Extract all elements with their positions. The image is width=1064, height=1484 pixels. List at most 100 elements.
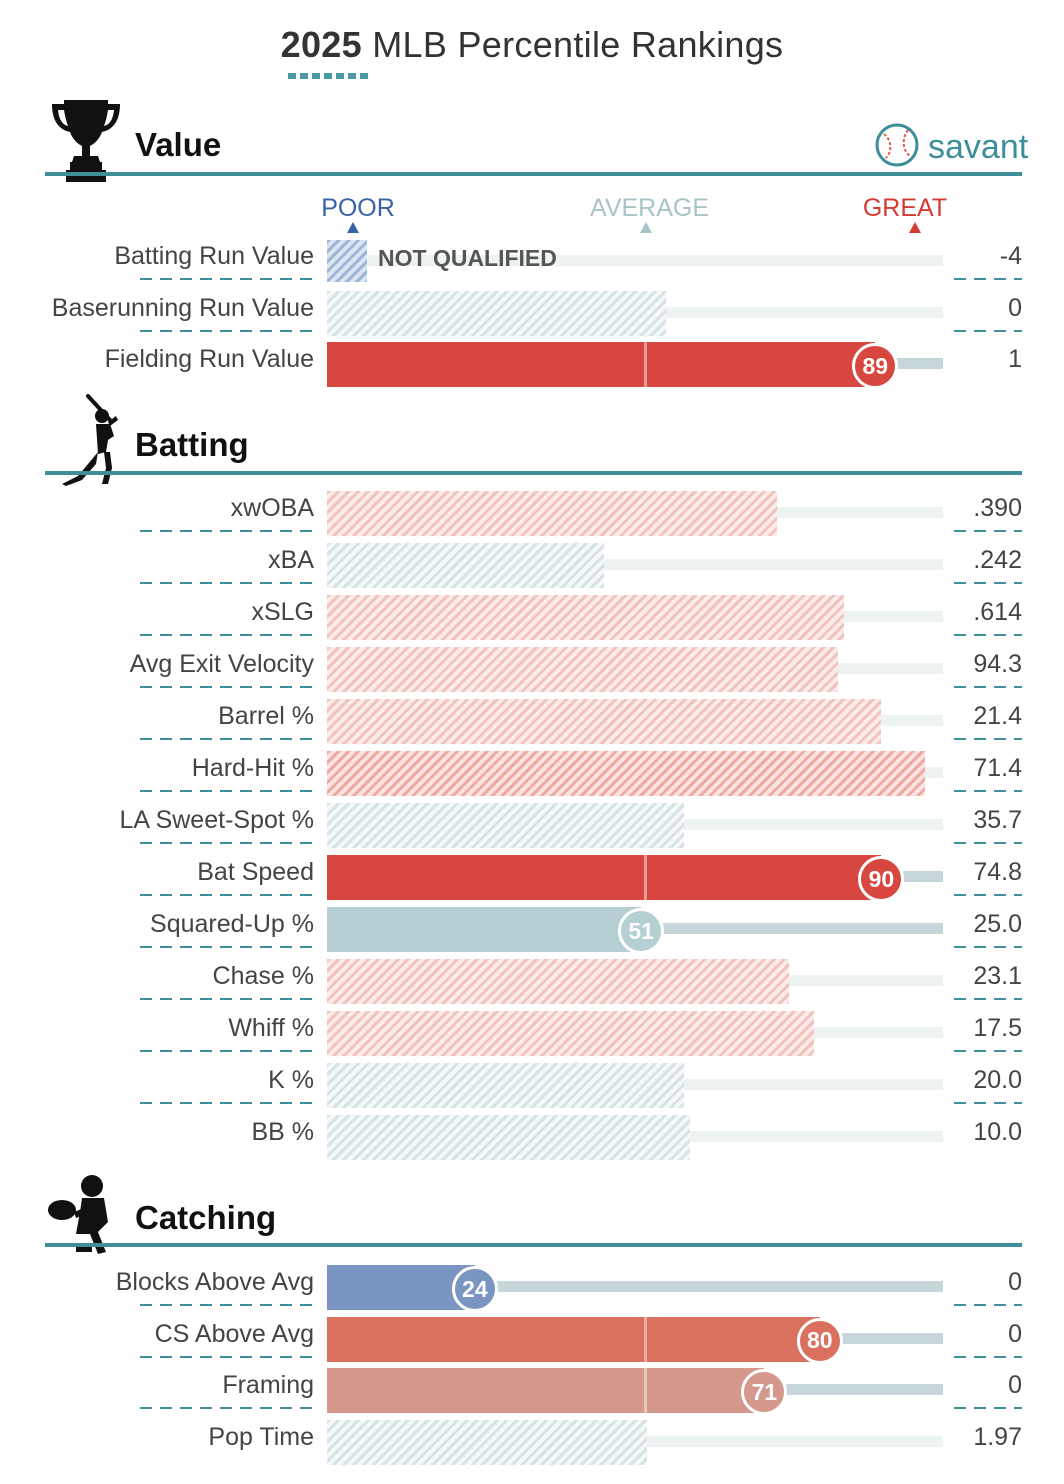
percentile-row[interactable]: Pop Time 1.97 bbox=[0, 1419, 1064, 1473]
percentile-row[interactable]: Squared-Up % 51 25.0 bbox=[0, 907, 1064, 960]
label-divider bbox=[140, 582, 316, 584]
metric-value: 1.97 bbox=[973, 1422, 1022, 1451]
percentile-bubble[interactable]: 24 bbox=[451, 1266, 498, 1312]
savant-logo[interactable]: savant bbox=[874, 122, 1028, 172]
percentile-bar bbox=[327, 751, 925, 796]
percentile-track bbox=[327, 255, 943, 266]
value-divider bbox=[954, 278, 1022, 280]
scale-poor-arrow bbox=[347, 222, 359, 233]
percentile-bar bbox=[327, 907, 642, 952]
percentile-row[interactable]: Bat Speed 90 74.8 bbox=[0, 855, 1064, 908]
section-title-catching: Catching bbox=[135, 1199, 277, 1236]
metric-value: 1 bbox=[1008, 345, 1022, 373]
percentile-bar bbox=[327, 699, 882, 744]
percentile-row[interactable]: LA Sweet-Spot % 35.7 bbox=[0, 803, 1064, 856]
metric-label: LA Sweet-Spot % bbox=[119, 806, 314, 834]
title-underline bbox=[288, 73, 370, 79]
metric-label: Avg Exit Velocity bbox=[129, 650, 314, 678]
metric-label: Batting Run Value bbox=[114, 242, 314, 270]
percentile-bar bbox=[327, 803, 685, 848]
percentile-bubble[interactable]: 90 bbox=[858, 856, 905, 902]
value-divider bbox=[954, 686, 1022, 688]
metric-value: 17.5 bbox=[973, 1014, 1022, 1042]
metric-label: Baserunning Run Value bbox=[51, 293, 314, 322]
percentile-row[interactable]: xwOBA .390 bbox=[0, 491, 1064, 544]
label-divider bbox=[140, 1407, 316, 1409]
section-title-value: Value bbox=[135, 126, 222, 163]
value-divider bbox=[954, 1304, 1022, 1306]
value-divider bbox=[954, 1407, 1022, 1409]
percentile-bubble[interactable]: 51 bbox=[618, 908, 665, 954]
percentile-row[interactable]: BB % 10.0 bbox=[0, 1115, 1064, 1168]
metric-value: 0 bbox=[1008, 1268, 1022, 1296]
percentile-row[interactable]: Blocks Above Avg 24 0 bbox=[0, 1265, 1064, 1318]
metric-label: Pop Time bbox=[208, 1422, 314, 1451]
percentile-row[interactable]: Batting Run Value NOT QUALIFIED -4 bbox=[0, 240, 1064, 292]
section-title-batting: Batting bbox=[135, 426, 249, 463]
metric-value: .614 bbox=[973, 598, 1022, 626]
percentile-bubble[interactable]: 80 bbox=[796, 1317, 843, 1364]
percentile-row[interactable]: Barrel % 21.4 bbox=[0, 699, 1064, 752]
section-rule bbox=[45, 1243, 1022, 1247]
label-divider bbox=[140, 329, 316, 332]
metric-value: 71.4 bbox=[973, 754, 1022, 782]
value-divider bbox=[954, 530, 1022, 532]
percentile-bar bbox=[327, 1011, 814, 1056]
label-divider bbox=[140, 1355, 316, 1358]
value-divider bbox=[954, 1102, 1022, 1104]
percentile-bar bbox=[327, 491, 777, 536]
page-title: 2025 MLB Percentile Rankings bbox=[0, 24, 1064, 66]
label-divider bbox=[140, 894, 316, 896]
percentile-row[interactable]: xBA .242 bbox=[0, 543, 1064, 596]
percentile-row[interactable]: CS Above Avg 80 0 bbox=[0, 1316, 1064, 1370]
label-divider bbox=[140, 1102, 316, 1104]
value-divider bbox=[954, 998, 1022, 1000]
average-marker bbox=[644, 342, 647, 387]
label-divider bbox=[140, 634, 316, 636]
average-marker bbox=[644, 855, 647, 900]
scale-average-label: AVERAGE bbox=[590, 194, 710, 222]
percentile-row[interactable]: xSLG .614 bbox=[0, 595, 1064, 648]
label-divider bbox=[140, 946, 316, 948]
metric-value: .390 bbox=[973, 494, 1022, 522]
percentile-row[interactable]: Chase % 23.1 bbox=[0, 959, 1064, 1012]
percentile-row[interactable]: K % 20.0 bbox=[0, 1063, 1064, 1116]
batter-icon bbox=[58, 394, 128, 491]
percentile-row[interactable]: Whiff % 17.5 bbox=[0, 1011, 1064, 1064]
percentile-bar bbox=[327, 959, 789, 1004]
percentile-bar bbox=[327, 290, 666, 336]
percentile-bubble[interactable]: 89 bbox=[852, 343, 899, 389]
label-divider bbox=[140, 278, 316, 280]
percentile-bar bbox=[327, 1115, 691, 1160]
metric-value: 0 bbox=[1008, 293, 1022, 322]
percentile-row[interactable]: Hard-Hit % 71.4 bbox=[0, 751, 1064, 804]
metric-value: 94.3 bbox=[973, 650, 1022, 678]
value-divider bbox=[954, 329, 1022, 332]
metric-value: .242 bbox=[973, 546, 1022, 574]
percentile-row[interactable]: Framing 71 0 bbox=[0, 1368, 1064, 1421]
metric-value: 0 bbox=[1008, 1319, 1022, 1348]
percentile-track bbox=[327, 559, 943, 570]
title-text: MLB Percentile Rankings bbox=[372, 24, 784, 65]
percentile-bar bbox=[327, 1063, 685, 1108]
percentile-row[interactable]: Fielding Run Value 89 1 bbox=[0, 342, 1064, 395]
percentile-bar bbox=[327, 1368, 765, 1413]
metric-label: Whiff % bbox=[228, 1014, 314, 1042]
average-marker bbox=[644, 1316, 647, 1362]
percentile-bubble[interactable]: 71 bbox=[741, 1369, 788, 1415]
value-divider bbox=[954, 738, 1022, 740]
percentile-bar bbox=[327, 855, 882, 900]
percentile-row[interactable]: Baserunning Run Value 0 bbox=[0, 290, 1064, 344]
metric-value: 35.7 bbox=[973, 806, 1022, 834]
metric-label: Fielding Run Value bbox=[104, 345, 314, 373]
label-divider bbox=[140, 686, 316, 688]
percentile-bar bbox=[327, 342, 876, 387]
value-divider bbox=[954, 946, 1022, 948]
value-divider bbox=[954, 1050, 1022, 1052]
metric-label: Bat Speed bbox=[197, 858, 314, 886]
percentile-row[interactable]: Avg Exit Velocity 94.3 bbox=[0, 647, 1064, 700]
metric-value: 23.1 bbox=[973, 962, 1022, 990]
scale-poor-label: POOR bbox=[321, 194, 395, 222]
label-divider bbox=[140, 790, 316, 792]
